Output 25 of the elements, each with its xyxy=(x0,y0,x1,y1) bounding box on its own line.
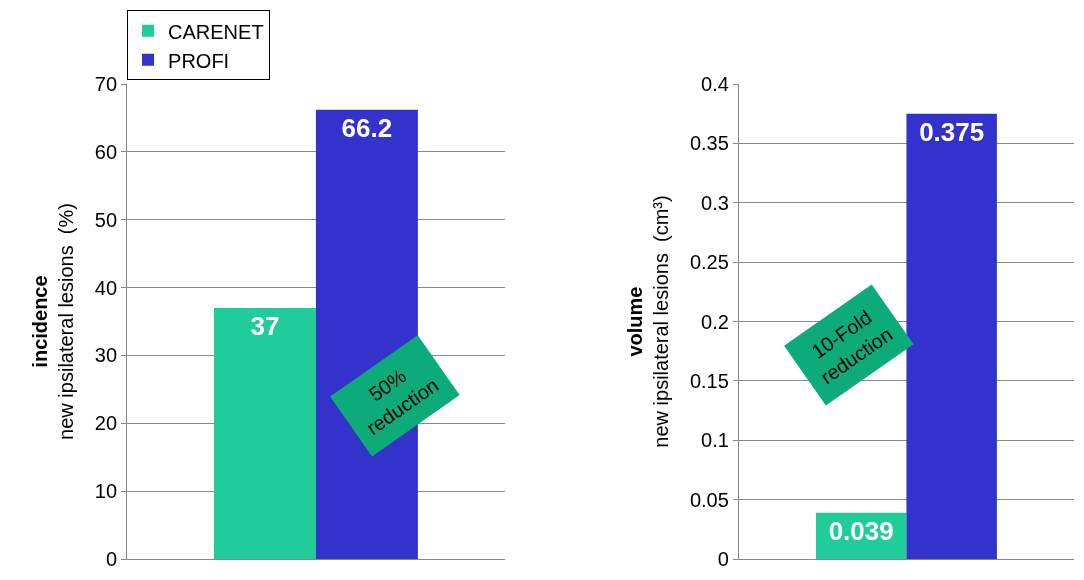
y-tick-label: 0.1 xyxy=(701,429,729,452)
y-tick-label: 0.35 xyxy=(689,132,729,155)
data-label: 37 xyxy=(250,310,280,341)
y-tick-label: 40 xyxy=(94,276,118,299)
data-label: 0.039 xyxy=(828,515,894,546)
y-tick-label: 0.3 xyxy=(701,191,729,214)
y-tick-label: 0.25 xyxy=(689,251,729,274)
y-tick-label: 0.05 xyxy=(689,488,729,511)
y-tick-label: 0.2 xyxy=(701,310,729,333)
y-tick-label: 0.4 xyxy=(701,73,729,96)
legend-label: CARENET xyxy=(168,20,264,43)
y-tick-label: 30 xyxy=(94,344,118,367)
y-tick-label: 20 xyxy=(94,412,118,435)
y-tick-label: 10 xyxy=(94,480,118,503)
y-tick-label: 60 xyxy=(94,140,118,163)
y-tick-label: 70 xyxy=(94,73,118,96)
y-axis-title: volume new ipsilateral lesions (cm³) xyxy=(624,195,673,448)
data-label: 66.2 xyxy=(341,112,393,143)
legend-label: PROFI xyxy=(168,49,230,72)
y-tick-label: 0 xyxy=(105,548,118,570)
y-axis-title: incidence new ipsilateral lesions (%) xyxy=(29,203,78,440)
y-tick-label: 0.15 xyxy=(689,369,729,392)
y-tick-label: 50 xyxy=(94,208,118,231)
data-label: 0.375 xyxy=(919,116,985,147)
y-tick-label: 0 xyxy=(717,548,729,570)
